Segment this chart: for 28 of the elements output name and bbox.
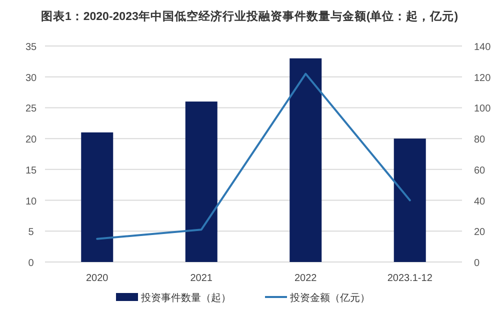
y-tick-label: 25 xyxy=(25,104,37,115)
y2-tick-label: 100 xyxy=(474,104,492,115)
y2-tick-label: 120 xyxy=(474,72,492,84)
y2-tick-label: 140 xyxy=(474,42,492,53)
bar xyxy=(394,138,426,262)
bar xyxy=(185,102,218,262)
x-tick-label: 2021 xyxy=(190,273,213,284)
y-tick-label: 30 xyxy=(25,72,37,84)
y-tick-label: 10 xyxy=(25,196,37,208)
y2-tick-label: 20 xyxy=(474,227,486,238)
y2-tick-label: 0 xyxy=(474,258,480,269)
bar xyxy=(81,132,114,262)
line-series xyxy=(96,72,411,240)
y2-tick-label: 80 xyxy=(474,134,486,146)
x-tick-label: 2020 xyxy=(86,273,109,284)
x-tick-label: 2022 xyxy=(294,273,318,284)
legend-label: 投资事件数量（起） xyxy=(140,292,231,304)
y-tick-label: 20 xyxy=(25,134,37,146)
y-tick-label: 15 xyxy=(25,165,37,176)
y2-tick-label: 60 xyxy=(474,165,486,176)
y-tick-label: 5 xyxy=(28,227,34,238)
legend-label: 投资金额（亿元） xyxy=(289,292,370,304)
y-tick-label: 0 xyxy=(28,258,34,269)
chart-title: 图表1：2020-2023年中国低空经济行业投融资事件数量与金额(单位：起，亿元) xyxy=(40,9,458,23)
bar xyxy=(290,58,322,262)
y2-tick-label: 40 xyxy=(474,196,486,208)
x-tick-label: 2023.1-12 xyxy=(387,273,433,284)
y-tick-label: 35 xyxy=(25,42,37,53)
